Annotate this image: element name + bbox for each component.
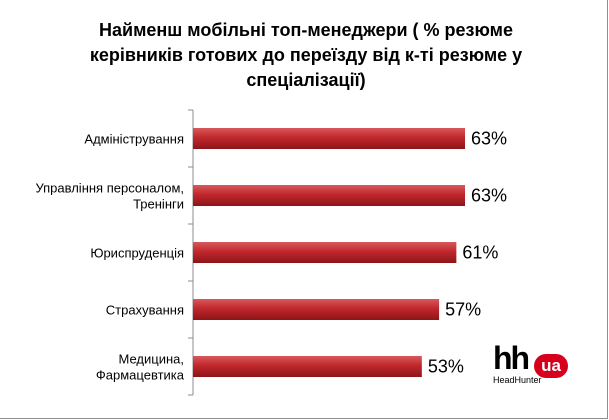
category-label-line: Адміністрування — [84, 132, 184, 147]
chart-title-line-2: керівників готових до переїзду від к-ті … — [89, 45, 523, 65]
category-label: Медицина, Фармацевтика — [96, 352, 185, 383]
chart-title-line-3: спеціалізації) — [246, 70, 366, 90]
logo-ua-badge: ua — [534, 354, 568, 378]
bar-value-label: 63% — [471, 186, 507, 206]
bar — [193, 185, 465, 206]
bar-value-label: 53% — [428, 357, 464, 377]
category-label: Управління персоналом, Тренінги — [35, 181, 184, 212]
category-label-line: Страхування — [106, 303, 184, 318]
category-label: Юриспруденція — [90, 246, 184, 261]
category-label: Страхування — [106, 303, 184, 318]
category-label-line: Юриспруденція — [90, 246, 184, 261]
logo-ua-text: ua — [541, 356, 561, 375]
category-label-line: Тренінги — [133, 197, 184, 212]
logo-hh-text: hh — [493, 340, 530, 376]
bar — [193, 128, 465, 149]
bar-value-label: 61% — [462, 243, 498, 263]
bar — [193, 242, 457, 263]
category-label-line: Фармацевтика — [96, 368, 185, 383]
category-label-line: Медицина, — [119, 352, 185, 367]
bar — [193, 356, 422, 377]
chart-title-line-1: Найменш мобільні топ-менеджери ( % резюм… — [99, 20, 513, 40]
category-label-line: Управління персоналом, — [35, 181, 184, 196]
bar-value-label: 63% — [471, 129, 507, 149]
bar — [193, 299, 440, 320]
bar-value-label: 57% — [445, 300, 481, 320]
category-label: Адміністрування — [84, 132, 184, 147]
chart-title: Найменш мобільні топ-менеджери ( % резюм… — [30, 18, 582, 93]
headhunter-logo: hh ua HeadHunter — [493, 340, 573, 390]
logo-subtitle: HeadHunter — [493, 375, 542, 385]
